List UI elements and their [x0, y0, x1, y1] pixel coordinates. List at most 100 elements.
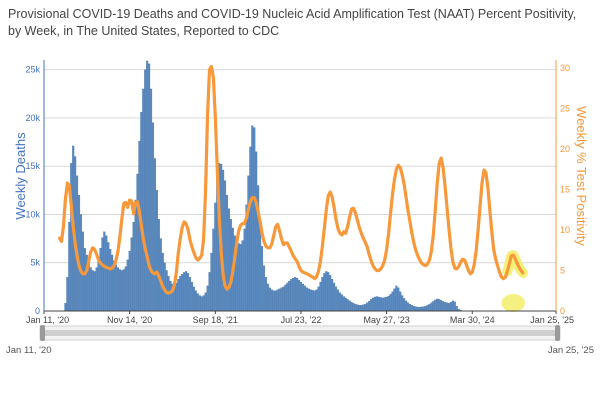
death-bar[interactable] — [315, 289, 318, 312]
death-bar[interactable] — [99, 248, 102, 312]
death-bar[interactable] — [274, 290, 277, 312]
death-bar[interactable] — [403, 298, 406, 312]
death-bar[interactable] — [336, 289, 339, 312]
death-bar[interactable] — [159, 238, 162, 312]
death-bar[interactable] — [280, 287, 283, 312]
death-bar[interactable] — [262, 265, 266, 312]
death-bar[interactable] — [118, 269, 121, 312]
death-bar[interactable] — [66, 277, 69, 312]
death-bar[interactable] — [379, 297, 382, 312]
death-bar[interactable] — [115, 264, 118, 312]
death-bar[interactable] — [136, 173, 139, 312]
death-bar[interactable] — [148, 63, 151, 312]
death-bar[interactable] — [340, 294, 343, 312]
death-bar[interactable] — [414, 306, 417, 312]
death-bar[interactable] — [381, 297, 384, 312]
death-bar[interactable] — [272, 290, 275, 312]
death-bar[interactable] — [290, 278, 293, 312]
death-bar[interactable] — [346, 299, 349, 312]
death-bar[interactable] — [111, 254, 114, 312]
death-bar[interactable] — [434, 299, 437, 312]
death-bar[interactable] — [362, 304, 365, 312]
death-bar[interactable] — [83, 248, 86, 312]
death-bar[interactable] — [348, 300, 351, 312]
death-bar[interactable] — [237, 243, 240, 312]
range-slider[interactable] — [39, 325, 561, 341]
death-bar[interactable] — [391, 291, 394, 312]
death-bar[interactable] — [288, 280, 291, 312]
death-bar[interactable] — [101, 237, 104, 312]
death-bar[interactable] — [153, 158, 156, 312]
death-bar[interactable] — [264, 277, 267, 312]
death-bar[interactable] — [192, 286, 195, 312]
death-bar[interactable] — [202, 295, 205, 312]
death-bar[interactable] — [410, 305, 413, 312]
death-bar[interactable] — [249, 146, 252, 312]
death-bar[interactable] — [383, 297, 386, 312]
death-bar[interactable] — [350, 302, 353, 312]
death-bar[interactable] — [208, 272, 211, 312]
death-bar[interactable] — [294, 277, 297, 312]
death-bar[interactable] — [375, 296, 378, 312]
death-bar[interactable] — [356, 304, 359, 312]
death-bar[interactable] — [444, 302, 447, 312]
death-bar[interactable] — [142, 88, 145, 312]
death-bar[interactable] — [204, 292, 207, 312]
death-bar[interactable] — [416, 306, 419, 312]
death-bar[interactable] — [278, 288, 281, 312]
death-bar[interactable] — [247, 175, 250, 312]
death-bar[interactable] — [303, 285, 306, 312]
death-bar[interactable] — [338, 292, 341, 312]
death-bar[interactable] — [134, 199, 137, 312]
death-bar[interactable] — [313, 290, 316, 312]
death-bar[interactable] — [282, 286, 285, 312]
death-bar[interactable] — [430, 302, 433, 312]
death-bar[interactable] — [150, 88, 153, 312]
positivity-line-group[interactable] — [58, 64, 525, 295]
death-bar[interactable] — [155, 190, 158, 312]
death-bar[interactable] — [438, 299, 441, 312]
death-bar[interactable] — [442, 301, 445, 312]
death-bar[interactable] — [255, 151, 258, 312]
death-bar[interactable] — [364, 304, 367, 312]
death-bar[interactable] — [342, 296, 345, 312]
death-bar[interactable] — [301, 283, 304, 312]
death-bar[interactable] — [97, 256, 100, 312]
death-bar[interactable] — [107, 242, 110, 312]
death-bar[interactable] — [103, 231, 106, 312]
death-bar[interactable] — [408, 304, 412, 312]
death-bar[interactable] — [385, 296, 388, 312]
range-slider-selection[interactable] — [44, 330, 556, 336]
death-bar[interactable] — [210, 252, 213, 312]
death-bar[interactable] — [331, 278, 334, 312]
death-bar[interactable] — [321, 277, 324, 312]
death-bar[interactable] — [360, 305, 363, 312]
death-bar[interactable] — [373, 296, 376, 312]
death-bar[interactable] — [95, 267, 98, 312]
death-bar[interactable] — [196, 293, 199, 312]
death-bar[interactable] — [241, 240, 244, 312]
death-bar[interactable] — [323, 273, 326, 312]
death-bar[interactable] — [93, 271, 96, 312]
death-bar[interactable] — [91, 270, 94, 312]
death-bar[interactable] — [426, 305, 429, 312]
death-bar[interactable] — [366, 302, 369, 312]
death-bar[interactable] — [420, 306, 423, 312]
death-bar[interactable] — [198, 295, 201, 312]
death-bar[interactable] — [146, 60, 149, 312]
death-bar[interactable] — [227, 208, 230, 312]
death-bar[interactable] — [175, 282, 178, 312]
death-bar[interactable] — [89, 267, 92, 312]
death-bar[interactable] — [407, 302, 410, 312]
death-bar[interactable] — [405, 300, 408, 312]
death-bar[interactable] — [449, 302, 452, 312]
death-bar[interactable] — [297, 279, 301, 312]
death-bar[interactable] — [157, 219, 160, 312]
death-bar[interactable] — [371, 297, 375, 312]
death-bar[interactable] — [440, 300, 443, 312]
death-bar[interactable] — [214, 202, 217, 312]
death-bar[interactable] — [212, 228, 215, 312]
death-bar[interactable] — [105, 235, 108, 312]
death-bar[interactable] — [453, 301, 456, 312]
death-bar[interactable] — [120, 270, 123, 312]
